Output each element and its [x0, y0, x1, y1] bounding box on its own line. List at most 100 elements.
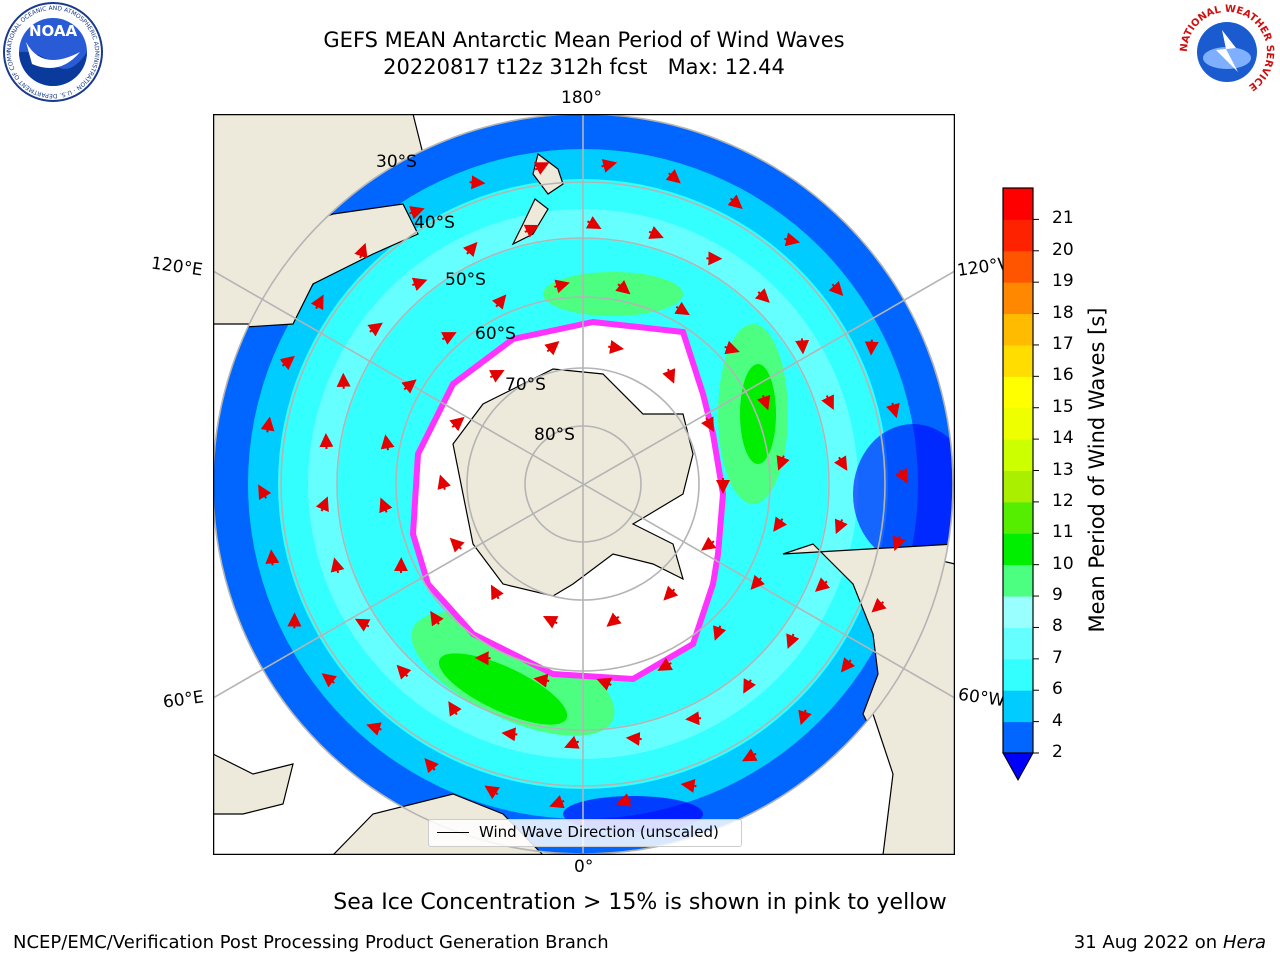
wave-direction-arrow	[554, 279, 570, 294]
wave-direction-arrow	[625, 731, 642, 746]
wave-direction-arrow	[754, 288, 770, 303]
footer-date: 31 Aug 2022 on Hera	[1074, 932, 1266, 953]
colorbar-tick-label: 6	[1052, 679, 1063, 700]
wave-direction-arrow	[469, 175, 486, 190]
lat-label-80s: 80°S	[534, 425, 575, 445]
wave-direction-arrow	[533, 162, 550, 175]
colorbar-tick-label: 20	[1052, 239, 1074, 260]
wave-direction-arrow	[701, 416, 714, 433]
legend-label: Wind Wave Direction (unscaled)	[479, 823, 719, 841]
wave-direction-arrow	[776, 455, 790, 471]
colorbar-under-arrow	[1002, 752, 1034, 782]
chart-subtitle: 20220817 t12z 312h fcst Max: 12.44	[383, 55, 785, 79]
wave-direction-arrow	[441, 332, 457, 345]
wave-direction-arrow	[379, 497, 393, 514]
footer-host: Hera	[1222, 932, 1266, 953]
colorbar-tick-label: 17	[1052, 333, 1074, 354]
antarctic-map	[213, 114, 955, 855]
colorbar-tick-label: 9	[1052, 585, 1063, 606]
lat-label-30s: 30°S	[376, 152, 417, 172]
wave-direction-arrow	[449, 537, 465, 553]
wave-direction-arrow	[615, 280, 631, 295]
sea-ice-note: Sea Ice Concentration > 15% is shown in …	[333, 890, 947, 915]
wave-direction-arrow	[585, 216, 602, 229]
colorbar-segment	[1003, 250, 1033, 283]
wave-direction-arrow	[330, 557, 345, 574]
colorbar-tick-label: 15	[1052, 396, 1074, 417]
wave-direction-arrow	[685, 711, 702, 726]
lat-label-60s: 60°S	[475, 324, 516, 344]
wave-direction-arrow	[279, 355, 295, 371]
colorbar-tick-label: 7	[1052, 647, 1063, 668]
wave-direction-arrow	[840, 657, 856, 673]
wave-direction-arrow	[674, 301, 690, 316]
colorbar-tick-label: 11	[1052, 522, 1074, 543]
wave-direction-arrow	[680, 779, 697, 793]
wave-direction-arrow	[488, 369, 505, 383]
wave-direction-arrow	[549, 795, 565, 809]
colorbar-segment	[1003, 407, 1033, 440]
wave-direction-arrow	[784, 232, 801, 247]
wave-direction-arrow	[411, 277, 428, 291]
colorbar-tick-label: 12	[1052, 490, 1074, 511]
colorbar-segment	[1003, 219, 1033, 252]
wave-direction-arrow	[773, 516, 788, 532]
wave-direction-arrow	[663, 585, 679, 601]
wave-direction-arrow	[892, 535, 906, 552]
wave-direction-arrow	[258, 484, 272, 501]
footer-date-text: 31 Aug 2022 on	[1073, 932, 1218, 953]
wave-direction-arrow	[354, 242, 368, 259]
wave-direction-arrow	[601, 159, 618, 173]
lat-label-70s: 70°S	[505, 375, 546, 395]
lat-label-40s: 40°S	[414, 213, 455, 233]
wave-direction-arrow	[491, 294, 507, 310]
colorbar-segment	[1003, 690, 1033, 723]
colorbar-tick-label: 18	[1052, 302, 1074, 323]
wave-direction-arrow	[533, 673, 550, 688]
wave-direction-arrow	[757, 394, 771, 411]
colorbar-segment	[1003, 721, 1033, 754]
lon-label-180: 180°	[561, 88, 602, 108]
wave-direction-arrow	[366, 722, 382, 736]
colorbar-label: Mean Period of Wind Waves [s]	[1085, 307, 1109, 633]
wave-direction-arrow	[894, 467, 908, 484]
colorbar-tick-label: 2	[1052, 742, 1063, 762]
colorbar-segment	[1003, 439, 1033, 471]
wave-direction-arrow	[542, 615, 559, 629]
colorbar-tick-label: 8	[1052, 616, 1063, 637]
wave-direction-arrow	[321, 673, 337, 688]
wave-direction-arrow	[814, 577, 831, 592]
colorbar-tick-label: 10	[1052, 553, 1074, 574]
lon-label-60e: 60°E	[161, 687, 206, 713]
wave-direction-arrow	[750, 574, 766, 590]
lat-label-50s: 50°S	[445, 270, 486, 290]
wave-direction-arrow	[367, 322, 383, 337]
wave-direction-arrow	[864, 339, 879, 356]
wave-direction-arrow	[886, 402, 900, 419]
colorbar-tick-label: 13	[1052, 459, 1074, 480]
wave-direction-arrow	[795, 338, 810, 355]
wave-direction-arrow	[354, 618, 371, 632]
footer-credit: NCEP/EMC/Verification Post Processing Pr…	[13, 932, 609, 953]
wave-direction-arrow	[596, 677, 613, 691]
colorbar-segment	[1003, 627, 1033, 660]
colorbar-segment	[1003, 501, 1033, 534]
legend-line-swatch	[437, 832, 469, 833]
colorbar-segment	[1003, 313, 1033, 346]
wave-direction-arrow	[786, 633, 800, 649]
colorbar-segment	[1003, 470, 1033, 503]
colorbar-segment	[1003, 376, 1033, 409]
wave-direction-arrow	[396, 664, 412, 680]
wave-direction-arrow	[462, 241, 478, 258]
colorbar-segment	[1003, 564, 1033, 597]
wave-direction-arrow	[606, 612, 622, 627]
colorbar-tick-label: 16	[1052, 365, 1074, 386]
wave-direction-arrow	[449, 416, 465, 432]
wave-direction-arrow	[430, 610, 444, 627]
lon-label-120e: 120°E	[149, 253, 204, 281]
wave-direction-arrow	[544, 341, 560, 356]
wave-direction-arrow	[834, 518, 848, 535]
wave-direction-arrow	[741, 748, 758, 762]
wave-direction-arrow	[523, 224, 540, 238]
colorbar-segment	[1003, 188, 1033, 220]
